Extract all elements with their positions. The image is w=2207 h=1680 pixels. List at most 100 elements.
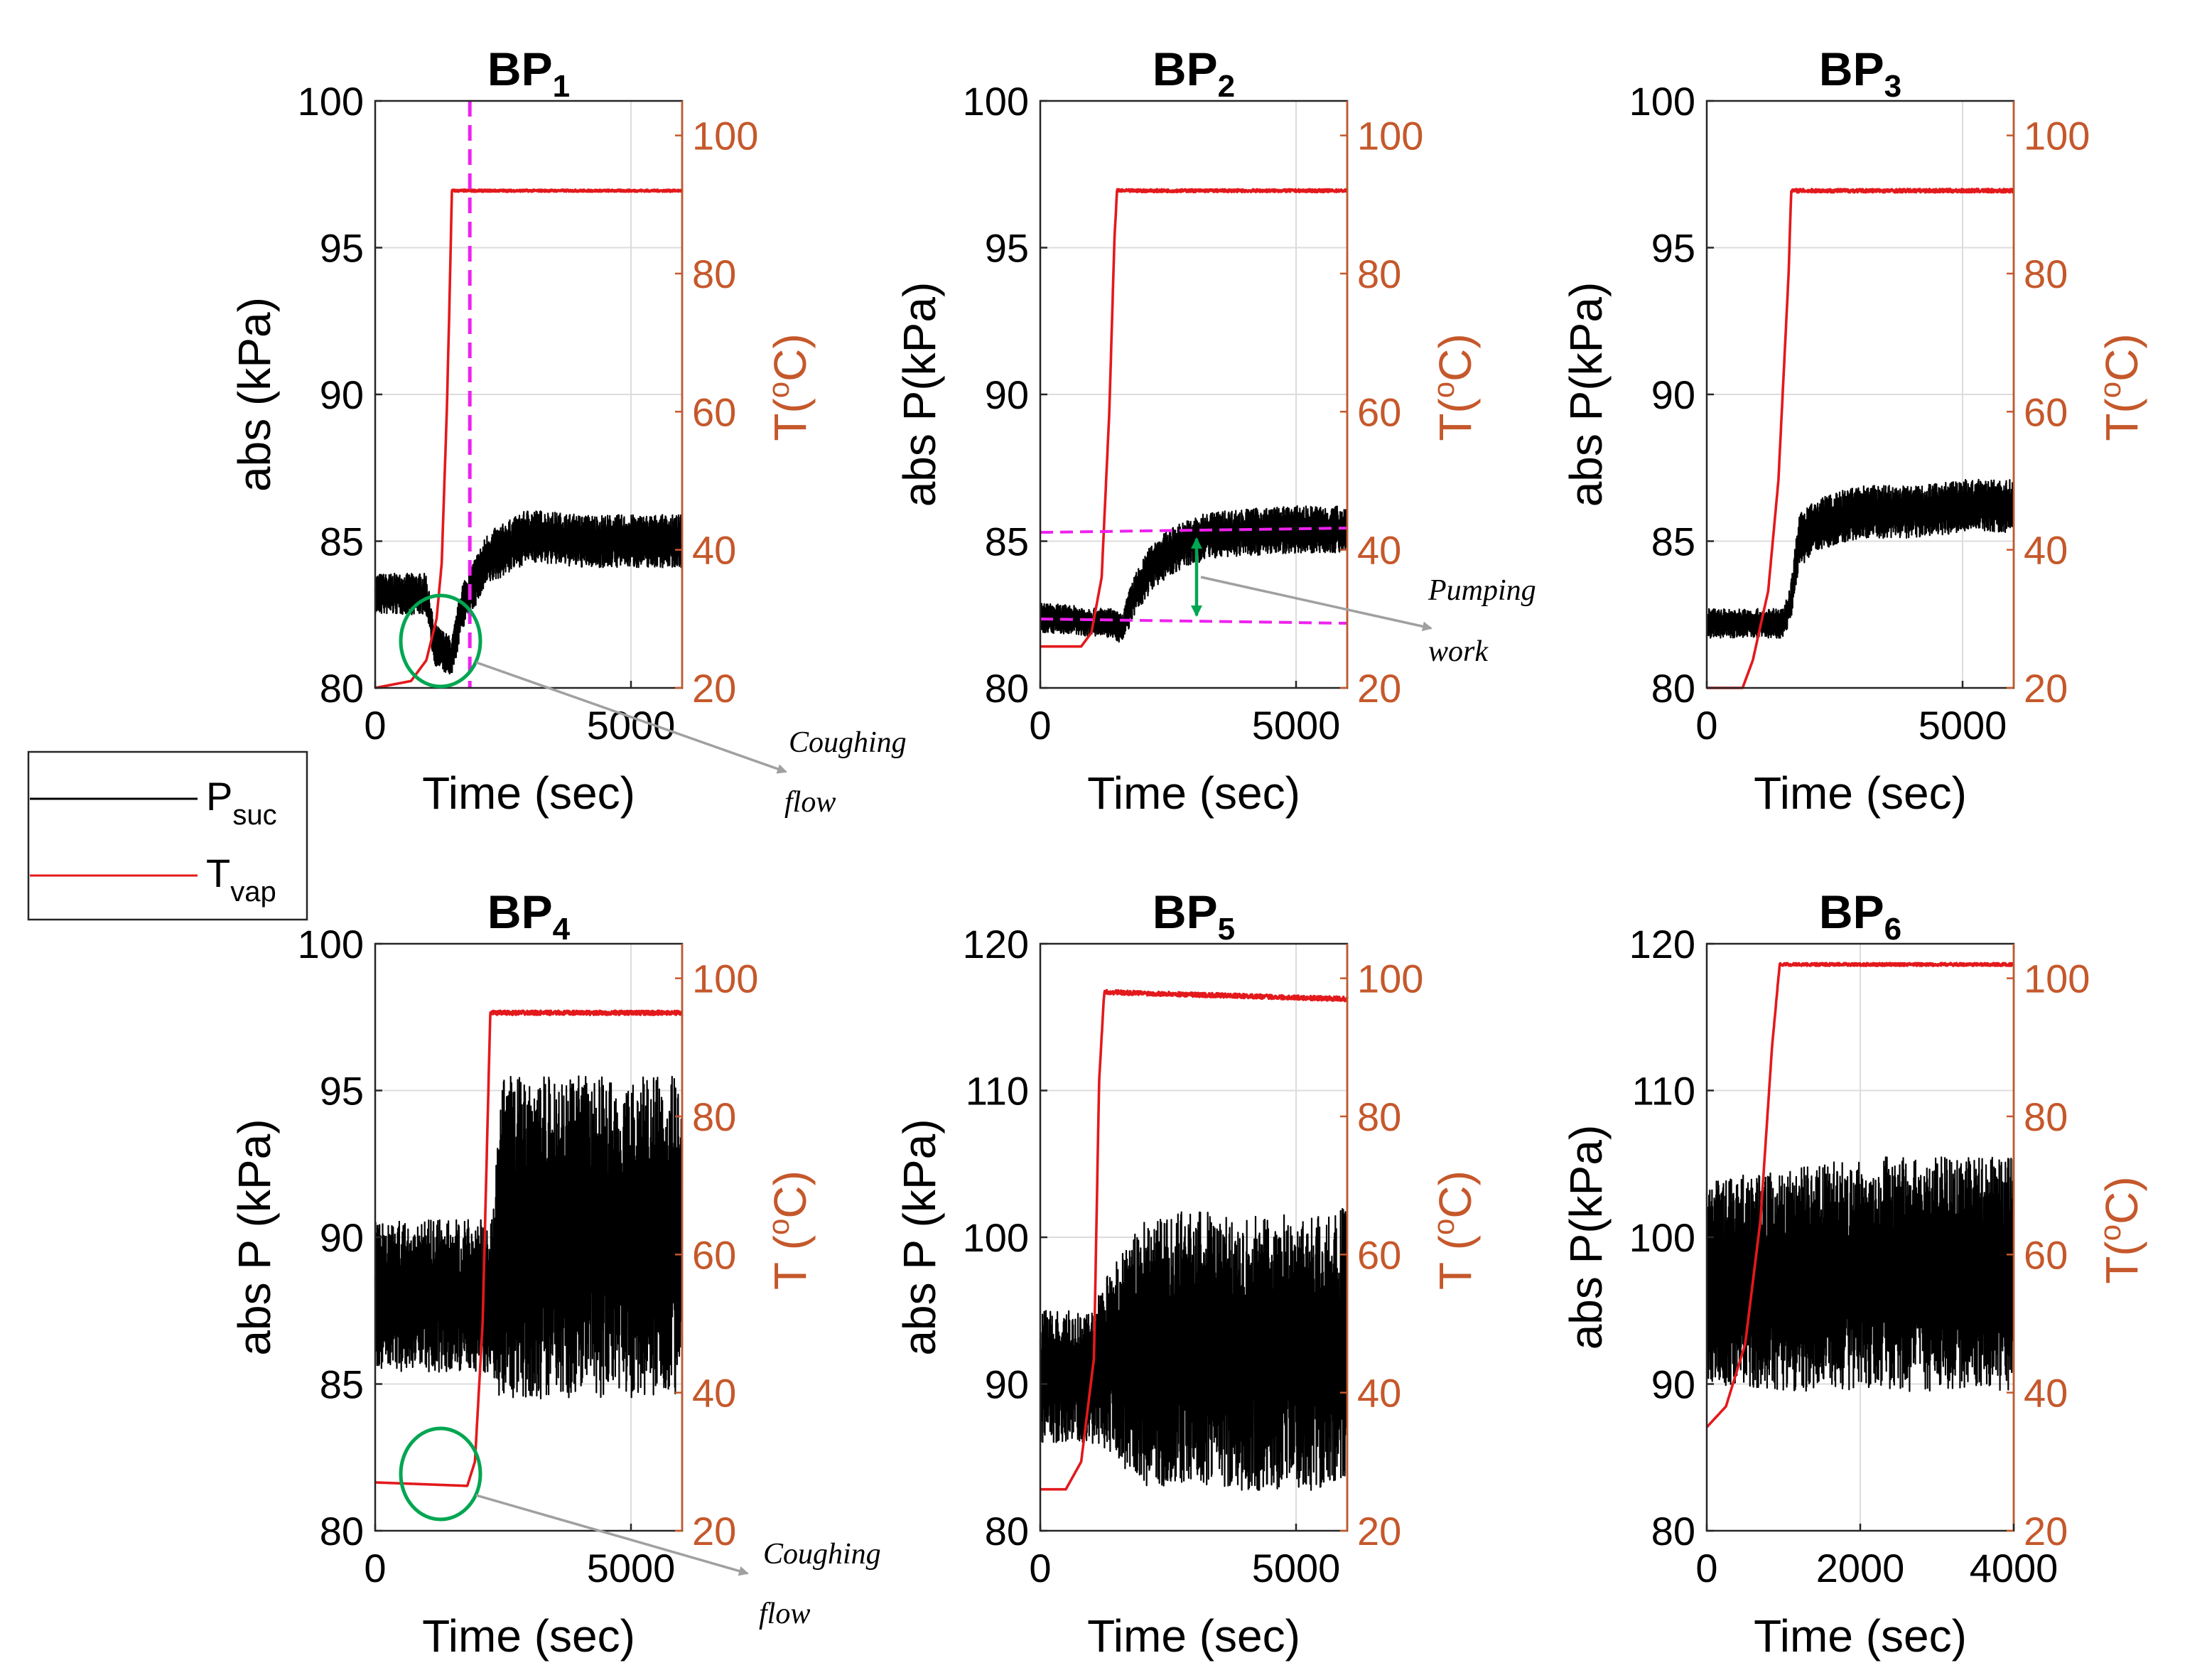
y2-tick-label: 60 bbox=[692, 1232, 736, 1277]
y-tick-label: 95 bbox=[320, 226, 364, 271]
y-tick-label: 80 bbox=[320, 666, 364, 711]
y2-tick-label: 20 bbox=[1357, 666, 1401, 711]
y-tick-label: 90 bbox=[1651, 1362, 1695, 1407]
y2-tick-label: 80 bbox=[2024, 252, 2068, 296]
y2-tick-label: 60 bbox=[2024, 1232, 2068, 1277]
y-tick-label: 100 bbox=[963, 79, 1029, 124]
y2-tick-label: 20 bbox=[692, 1509, 736, 1554]
y-tick-label: 95 bbox=[985, 226, 1029, 271]
y-tick-label: 100 bbox=[963, 1215, 1029, 1260]
panel-title: BP5 bbox=[1153, 885, 1235, 947]
x-tick-label: 5000 bbox=[587, 703, 676, 748]
y2-tick-label: 40 bbox=[1357, 1371, 1401, 1416]
y-tick-label: 95 bbox=[320, 1069, 364, 1114]
y-tick-label: 85 bbox=[1651, 519, 1695, 564]
x-axis-label: Time (sec) bbox=[1087, 1610, 1300, 1662]
y2-tick-label: 80 bbox=[1357, 1094, 1401, 1139]
y-tick-label: 90 bbox=[320, 1215, 364, 1260]
x-tick-label: 0 bbox=[364, 703, 386, 748]
x-tick-label: 0 bbox=[1695, 703, 1717, 748]
y2-tick-label: 40 bbox=[2024, 1371, 2068, 1416]
y2-tick-label: 20 bbox=[2024, 666, 2068, 711]
x-axis-label: Time (sec) bbox=[422, 1610, 635, 1662]
y-tick-label: 80 bbox=[320, 1509, 364, 1554]
y-tick-label: 100 bbox=[298, 922, 364, 966]
y-tick-label: 120 bbox=[963, 922, 1029, 966]
x-tick-label: 0 bbox=[1695, 1546, 1717, 1590]
panel-title: BP6 bbox=[1819, 885, 1901, 947]
y-tick-label: 80 bbox=[1651, 666, 1695, 711]
y2-tick-label: 100 bbox=[2024, 114, 2090, 158]
y-tick-label: 100 bbox=[298, 79, 364, 124]
annotation-label: flow bbox=[784, 786, 836, 819]
x-tick-label: 0 bbox=[1029, 703, 1051, 748]
legend: Psuc Tvap bbox=[27, 750, 308, 921]
x-tick-label: 5000 bbox=[587, 1546, 676, 1590]
annotation-bp2: Pumping work bbox=[1191, 537, 1536, 668]
annotation-arrow bbox=[475, 661, 787, 774]
y2-tick-label: 40 bbox=[2024, 528, 2068, 573]
x-tick-label: 2000 bbox=[1816, 1546, 1905, 1590]
x-tick-label: 0 bbox=[1029, 1546, 1051, 1590]
y2-tick-label: 40 bbox=[692, 528, 736, 573]
x-axis-label: Time (sec) bbox=[1754, 1610, 1967, 1662]
legend-box bbox=[27, 750, 308, 921]
y-tick-label: 95 bbox=[1651, 226, 1695, 271]
x-tick-label: 5000 bbox=[1252, 1546, 1341, 1590]
x-axis-label: Time (sec) bbox=[1754, 768, 1967, 819]
panel-title: BP4 bbox=[487, 885, 571, 947]
chart-bp1: 80 85 90 95 100 20 40 60 80 100 0 5000 BP1 Time (sec)… bbox=[229, 43, 907, 819]
y2-tick-label: 20 bbox=[1357, 1509, 1401, 1554]
y2-tick-label: 100 bbox=[2024, 957, 2090, 1001]
y-tick-label: 85 bbox=[985, 519, 1029, 564]
y-tick-label: 90 bbox=[985, 1362, 1029, 1407]
y-axis-label: abs P(kPa) bbox=[894, 282, 945, 507]
horizontal-marker-line bbox=[1040, 618, 1348, 625]
y-axis-label: abs (kPa) bbox=[229, 297, 280, 492]
y2-tick-label: 80 bbox=[2024, 1094, 2068, 1139]
panel-title: BP1 bbox=[487, 43, 570, 104]
x-axis-label: Time (sec) bbox=[422, 768, 635, 819]
psuc-series-bp6 bbox=[1705, 1156, 2015, 1392]
horizontal-marker-line bbox=[1040, 527, 1348, 534]
x-tick-label: 4000 bbox=[1970, 1546, 2058, 1590]
tvap-series-bp1 bbox=[374, 188, 684, 689]
tvap-series-bp3 bbox=[1705, 188, 2015, 689]
y2-tick-label: 80 bbox=[692, 1094, 736, 1139]
y-tick-label: 80 bbox=[1651, 1509, 1695, 1554]
psuc-series-bp1 bbox=[374, 510, 684, 674]
x-tick-label: 0 bbox=[364, 1546, 386, 1590]
y2-tick-label: 60 bbox=[2024, 389, 2068, 434]
y2-axis-label: T(oC) bbox=[2093, 1176, 2147, 1283]
psuc-series-bp5 bbox=[1039, 1207, 1349, 1491]
annotation-bp4: Coughing flow bbox=[399, 1426, 881, 1630]
chart-bp3: 80 85 90 95 100 20 40 60 80 100 0 5000 BP3 Time (sec)… bbox=[1560, 43, 2147, 819]
y-tick-label: 120 bbox=[1629, 922, 1695, 966]
annotation-label: flow bbox=[759, 1598, 810, 1630]
annotation-label: Coughing bbox=[789, 726, 907, 759]
annotation-label: Coughing bbox=[763, 1538, 881, 1571]
y2-tick-label: 20 bbox=[692, 666, 736, 711]
y-axis-label: abs P(kPa) bbox=[1560, 282, 1612, 507]
y-tick-label: 80 bbox=[985, 666, 1029, 711]
y2-tick-label: 100 bbox=[692, 957, 758, 1001]
chart-bp5: 80 90 100 110 120 20 40 60 80 100 0 5000 BP5 Time (se… bbox=[894, 885, 1481, 1662]
psuc-series-bp3 bbox=[1705, 478, 2015, 639]
y-axis-label: abs P (kPa) bbox=[894, 1119, 945, 1355]
y2-tick-label: 80 bbox=[692, 252, 736, 296]
chart-bp2: 80 85 90 95 100 20 40 60 80 100 0 5000 BP2 Time (sec)… bbox=[894, 43, 1536, 819]
y2-axis-label: T (oC) bbox=[762, 1170, 816, 1290]
legend-label: Psuc bbox=[206, 774, 277, 831]
panel-title: BP3 bbox=[1819, 43, 1901, 104]
tvap-series-bp6 bbox=[1705, 962, 2015, 1428]
x-tick-label: 5000 bbox=[1252, 703, 1341, 748]
y2-axis-label: T(oC) bbox=[762, 333, 816, 441]
y2-tick-label: 40 bbox=[1357, 528, 1401, 573]
annotation-arrow bbox=[475, 1494, 749, 1576]
y2-tick-label: 100 bbox=[1357, 957, 1423, 1001]
y-tick-label: 80 bbox=[985, 1509, 1029, 1554]
y2-tick-label: 80 bbox=[1357, 252, 1401, 296]
y2-axis-label: T (oC) bbox=[1427, 1170, 1481, 1290]
y-tick-label: 85 bbox=[320, 1362, 364, 1407]
